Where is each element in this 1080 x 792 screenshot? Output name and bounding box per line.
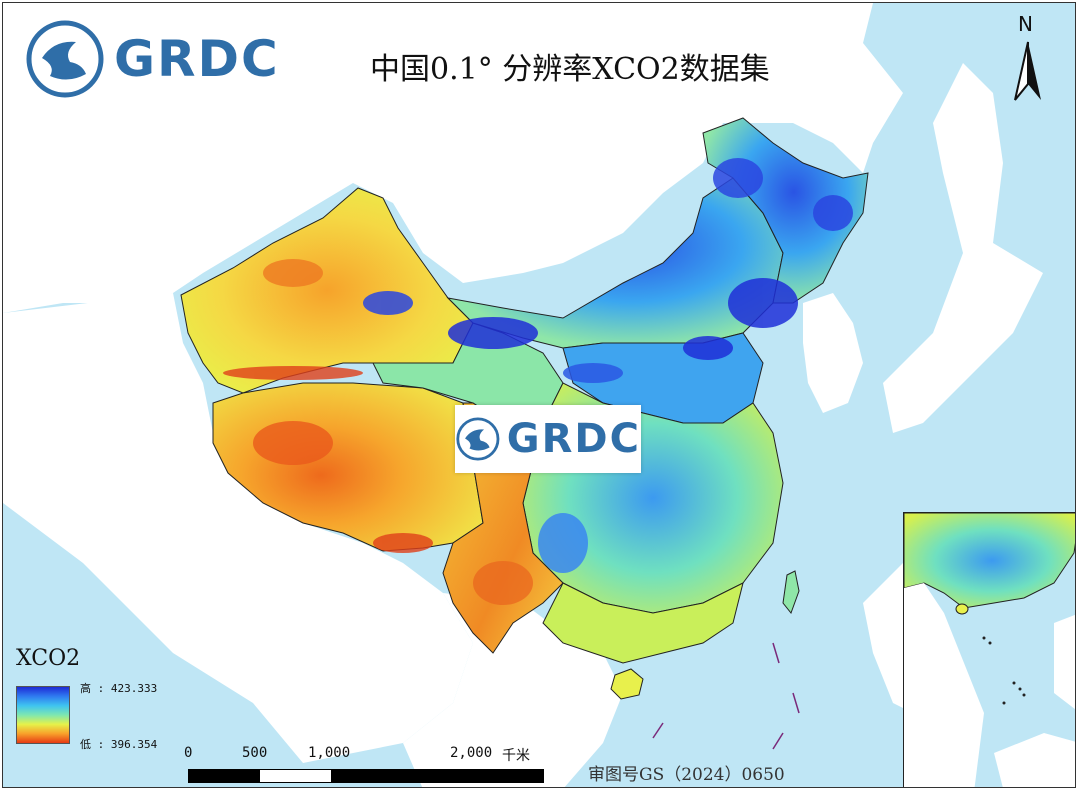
grdc-logo-topleft: GRDC: [20, 16, 290, 102]
globe-logo-icon: [26, 20, 104, 98]
inset-canvas: [904, 513, 1075, 787]
legend-high-label: 高 : 423.333: [80, 682, 158, 695]
scale-tick-500: 500: [242, 745, 268, 761]
low-xco2-hotspots: [223, 259, 533, 605]
legend-color-ramp: [16, 686, 70, 744]
inset-borneo: [994, 733, 1075, 787]
inset-islands: [982, 636, 1026, 705]
inset-mainland: [904, 513, 1075, 609]
approval-number: 审图号GS（2024）0650: [588, 765, 785, 785]
scale-tick-2000: 2,000: [450, 745, 493, 761]
region-south: [542, 582, 744, 664]
land-central-asia: [3, 293, 473, 763]
globe-watermark-icon: [456, 417, 500, 461]
high-xco2-hotspots: [363, 158, 853, 573]
scale-tick-1000: 1,000: [308, 745, 351, 761]
scale-bar: 0 500 1,000 2,000 千米: [180, 745, 560, 785]
region-taiwan: [782, 570, 800, 615]
scale-segments: [188, 769, 544, 783]
map-title: 中国0.1° 分辨率XCO2数据集: [370, 52, 770, 87]
logo-text: GRDC: [114, 30, 280, 88]
legend-title: XCO2: [16, 646, 81, 671]
land-japan: [883, 63, 1043, 433]
north-arrow-icon: [1014, 41, 1041, 101]
inset-philippines: [1054, 614, 1075, 710]
legend: XCO2 高 : 423.333 低 : 396.354: [12, 644, 192, 754]
china-xco2-heatmap: [180, 117, 869, 700]
logo-watermark-text: GRDC: [506, 416, 641, 462]
legend-low-label: 低 : 396.354: [80, 738, 158, 751]
scale-tick-0: 0: [184, 745, 193, 761]
land-korea: [803, 293, 863, 413]
inset-hainan: [955, 603, 969, 615]
grdc-logo-watermark: GRDC: [455, 405, 641, 473]
scale-unit: 千米: [502, 748, 530, 764]
south-china-sea-inset: [903, 512, 1075, 787]
north-arrow-label: N: [1018, 12, 1033, 36]
region-hainan: [610, 668, 644, 700]
inset-southeast-asia: [904, 583, 984, 787]
nine-dash-line: [652, 642, 800, 750]
